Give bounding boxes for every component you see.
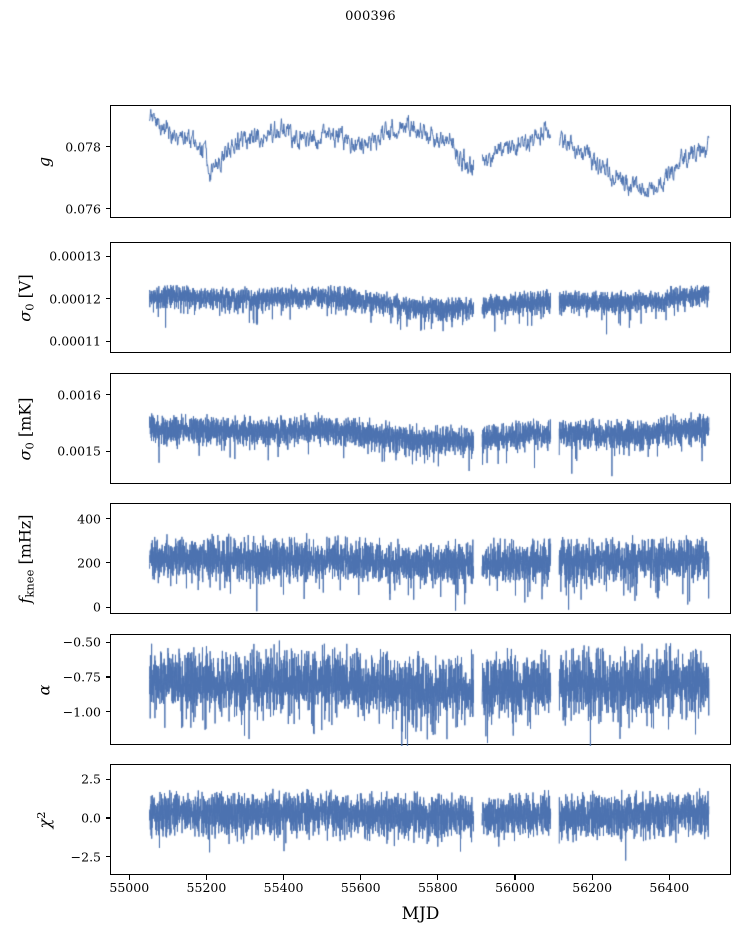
ytick-label-alpha-0: −1.00	[62, 704, 101, 720]
panel-chi_squared	[110, 764, 732, 876]
ytick-label-alpha-1: −0.75	[62, 669, 101, 685]
xtick-mark-4	[437, 875, 439, 880]
xtick-mark-6	[591, 875, 593, 880]
ytick-mark-f_knee-0	[105, 606, 110, 608]
ytick-label-sigma0_volts-1: 0.00012	[49, 291, 101, 307]
plot-line-f_knee	[111, 504, 732, 615]
xtick-label-3: 55600	[340, 880, 381, 895]
ytick-mark-alpha-2	[105, 641, 110, 643]
xtick-label-4: 55800	[417, 880, 458, 895]
ytick-label-alpha-2: −0.50	[62, 634, 101, 650]
xtick-mark-2	[283, 875, 285, 880]
ytick-label-sigma0_volts-2: 0.00013	[49, 248, 101, 264]
xtick-mark-3	[360, 875, 362, 880]
plot-line-gain	[111, 106, 732, 219]
ytick-mark-sigma0_volts-2	[105, 255, 110, 257]
panel-f_knee	[110, 503, 732, 615]
ylabel-f_knee: fknee [mHz]	[15, 513, 37, 604]
ytick-mark-chi_squared-2	[105, 778, 110, 780]
ytick-label-sigma0_millikelvin-0: 0.0015	[57, 443, 101, 459]
xtick-label-6: 56200	[572, 880, 613, 895]
xtick-mark-5	[514, 875, 516, 880]
ytick-mark-sigma0_volts-1	[105, 298, 110, 300]
ytick-mark-f_knee-1	[105, 562, 110, 564]
plot-line-sigma0_millikelvin	[111, 374, 732, 485]
panel-gain	[110, 105, 732, 219]
ytick-label-chi_squared-0: −2.5	[70, 849, 101, 864]
ytick-mark-alpha-1	[105, 676, 110, 678]
ytick-label-gain-1: 0.078	[65, 139, 101, 155]
plot-line-alpha	[111, 635, 732, 746]
panel-sigma0_millikelvin	[110, 373, 732, 485]
ytick-label-sigma0_volts-0: 0.00011	[49, 333, 101, 349]
xtick-mark-7	[668, 875, 670, 880]
ytick-mark-chi_squared-0	[105, 855, 110, 858]
ytick-label-chi_squared-1: 0.0	[81, 810, 101, 826]
xtick-label-0: 55000	[109, 880, 150, 895]
ytick-mark-sigma0_volts-0	[105, 340, 110, 342]
xtick-mark-0	[128, 875, 130, 880]
xtick-label-7: 56400	[649, 880, 690, 895]
ytick-label-gain-0: 0.076	[65, 201, 101, 217]
ytick-mark-alpha-0	[105, 711, 110, 713]
panel-sigma0_volts	[110, 242, 732, 354]
x-axis-label: MJD	[401, 904, 440, 924]
ytick-mark-sigma0_millikelvin-1	[105, 393, 110, 396]
ylabel-sigma0_volts: σ0 [V]	[15, 273, 37, 322]
ylabel-chi_squared: χ2	[33, 810, 55, 829]
xtick-label-2: 55400	[263, 880, 304, 895]
ytick-mark-gain-0	[105, 208, 110, 210]
ytick-label-f_knee-2: 400	[77, 511, 101, 527]
panel-alpha	[110, 634, 732, 746]
ytick-label-f_knee-0: 0	[93, 599, 101, 615]
ytick-mark-chi_squared-1	[105, 817, 110, 819]
plot-line-sigma0_volts	[111, 243, 732, 354]
ytick-label-sigma0_millikelvin-1: 0.0016	[57, 387, 101, 403]
plot-line-chi_squared	[111, 765, 732, 876]
ytick-mark-sigma0_millikelvin-0	[105, 450, 110, 452]
ytick-mark-gain-1	[105, 146, 110, 148]
ylabel-gain: g	[34, 156, 54, 167]
xtick-mark-1	[205, 875, 207, 880]
ylabel-alpha: α	[34, 684, 54, 695]
ytick-label-chi_squared-2: 2.5	[81, 771, 101, 787]
xtick-label-5: 56000	[495, 880, 535, 895]
ylabel-sigma0_millikelvin: σ0 [mK]	[15, 397, 37, 460]
ytick-mark-f_knee-2	[105, 517, 110, 520]
ytick-label-f_knee-1: 200	[77, 555, 101, 571]
figure-title: 000396	[345, 9, 396, 24]
xtick-label-1: 55200	[186, 880, 227, 895]
